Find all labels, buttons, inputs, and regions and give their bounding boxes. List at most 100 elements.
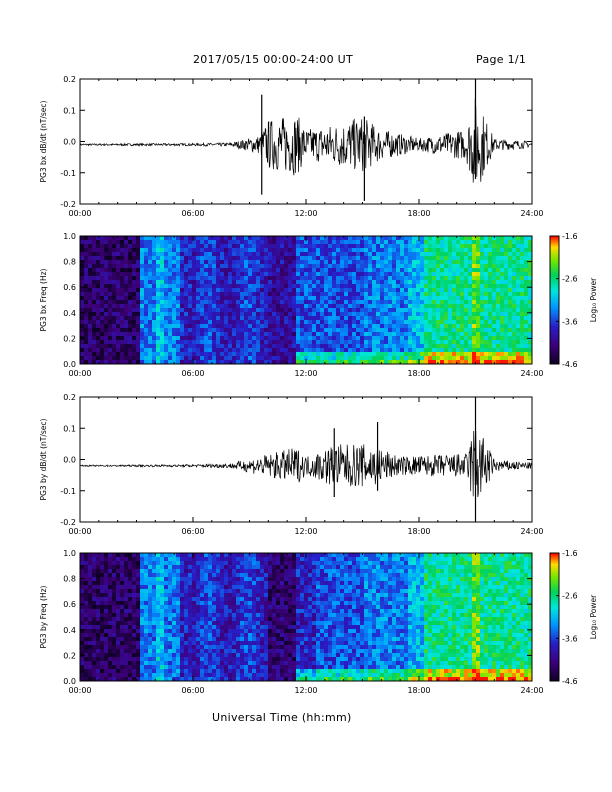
spectrogram-cell [504, 308, 509, 313]
spectrogram-cell [372, 296, 377, 301]
spectrogram-cell [176, 661, 181, 666]
spectrogram-cell [376, 304, 381, 309]
spectrogram-cell [528, 292, 533, 297]
spectrogram-cell [408, 312, 413, 317]
spectrogram-cell [152, 284, 157, 289]
spectrogram-cell [120, 288, 125, 293]
spectrogram-cell [192, 621, 197, 626]
spectrogram-cell [116, 356, 121, 361]
spectrogram-cell [184, 597, 189, 602]
spectrogram-cell [328, 356, 333, 361]
spectrogram-cell [420, 244, 425, 249]
spectrogram-cell [176, 665, 181, 670]
spectrogram-cell [400, 264, 405, 269]
spectrogram-cell [272, 352, 277, 357]
spectrogram-cell [204, 629, 209, 634]
spectrogram-cell [128, 296, 133, 301]
spectrogram-cell [128, 553, 133, 558]
spectrogram-cell [232, 236, 237, 241]
spectrogram-cell [92, 621, 97, 626]
spectrogram-cell [472, 256, 477, 261]
spectrogram-cell [96, 276, 101, 281]
spectrogram-cell [208, 609, 213, 614]
spectrogram-cell [128, 280, 133, 285]
spectrogram-cell [460, 276, 465, 281]
spectrogram-cell [404, 272, 409, 277]
spectrogram-cell [96, 633, 101, 638]
spectrogram-cell [436, 260, 441, 265]
spectrogram-cell [408, 332, 413, 337]
spectrogram-cell [460, 348, 465, 353]
spectrogram-cell [124, 352, 129, 357]
spectrogram-cell [172, 653, 177, 658]
spectrogram-cell [164, 308, 169, 313]
spectrogram-cell [208, 316, 213, 321]
spectrogram-cell [88, 340, 93, 345]
spectrogram-cell [336, 284, 341, 289]
spectrogram-cell [148, 240, 153, 245]
spectrogram-cell [196, 276, 201, 281]
spectrogram-cell [112, 272, 117, 277]
spectrogram-cell [464, 328, 469, 333]
spectrogram-cell [104, 340, 109, 345]
spectrogram-cell [348, 256, 353, 261]
spectrogram-cell [520, 260, 525, 265]
spectrogram-cell [136, 352, 141, 357]
spectrogram-cell [484, 360, 489, 365]
spectrogram-cell [528, 248, 533, 253]
spectrogram-cell [96, 332, 101, 337]
spectrogram-cell [128, 292, 133, 297]
spectrogram-cell [84, 292, 89, 297]
spectrogram-cell [116, 661, 121, 666]
spectrogram-cell [284, 352, 289, 357]
spectrogram-cell [360, 332, 365, 337]
spectrogram-cell [196, 244, 201, 249]
colorbar-step [550, 287, 559, 290]
spectrogram-cell [496, 244, 501, 249]
spectrogram-cell [152, 256, 157, 261]
spectrogram-cell [512, 360, 517, 365]
spectrogram-cell [196, 248, 201, 253]
spectrogram-cell [412, 252, 417, 257]
spectrogram-cell [496, 324, 501, 329]
spectrogram-cell [308, 308, 313, 313]
spectrogram-cell [88, 601, 93, 606]
spectrogram-cell [108, 581, 113, 586]
spectrogram-cell [508, 264, 513, 269]
spectrogram-cell [460, 332, 465, 337]
spectrogram-cell [132, 569, 137, 574]
spectrogram-cell [144, 661, 149, 666]
spectrogram-cell [116, 585, 121, 590]
spectrogram-cell [328, 252, 333, 257]
spectrogram-cell [512, 316, 517, 321]
spectrogram-cell [332, 324, 337, 329]
spectrogram-cell [80, 605, 85, 610]
spectrogram-cell [472, 276, 477, 281]
spectrogram-cell [160, 268, 165, 273]
spectrogram-cell [188, 649, 193, 654]
spectrogram-cell [372, 316, 377, 321]
spectrogram-cell [200, 589, 205, 594]
spectrogram-cell [156, 677, 161, 682]
spectrogram-cell [180, 296, 185, 301]
spectrogram-cell [116, 248, 121, 253]
spectrogram-cell [88, 280, 93, 285]
spectrogram-cell [224, 348, 229, 353]
spectrogram-cell [200, 352, 205, 357]
spectrogram-cell [160, 256, 165, 261]
spectrogram-cell [248, 324, 253, 329]
spectrogram-cell [104, 288, 109, 293]
spectrogram-cell [168, 324, 173, 329]
spectrogram-cell [188, 645, 193, 650]
colorbar-step [550, 259, 559, 263]
spectrogram-cell [232, 252, 237, 257]
spectrogram-cell [196, 573, 201, 578]
spectrogram-cell [176, 637, 181, 642]
spectrogram-cell [216, 352, 221, 357]
spectrogram-cell [504, 284, 509, 289]
spectrogram-cell [476, 292, 481, 297]
spectrogram-cell [328, 292, 333, 297]
spectrogram-cell [184, 609, 189, 614]
spectrogram-cell [344, 264, 349, 269]
spectrogram-cell [380, 312, 385, 317]
